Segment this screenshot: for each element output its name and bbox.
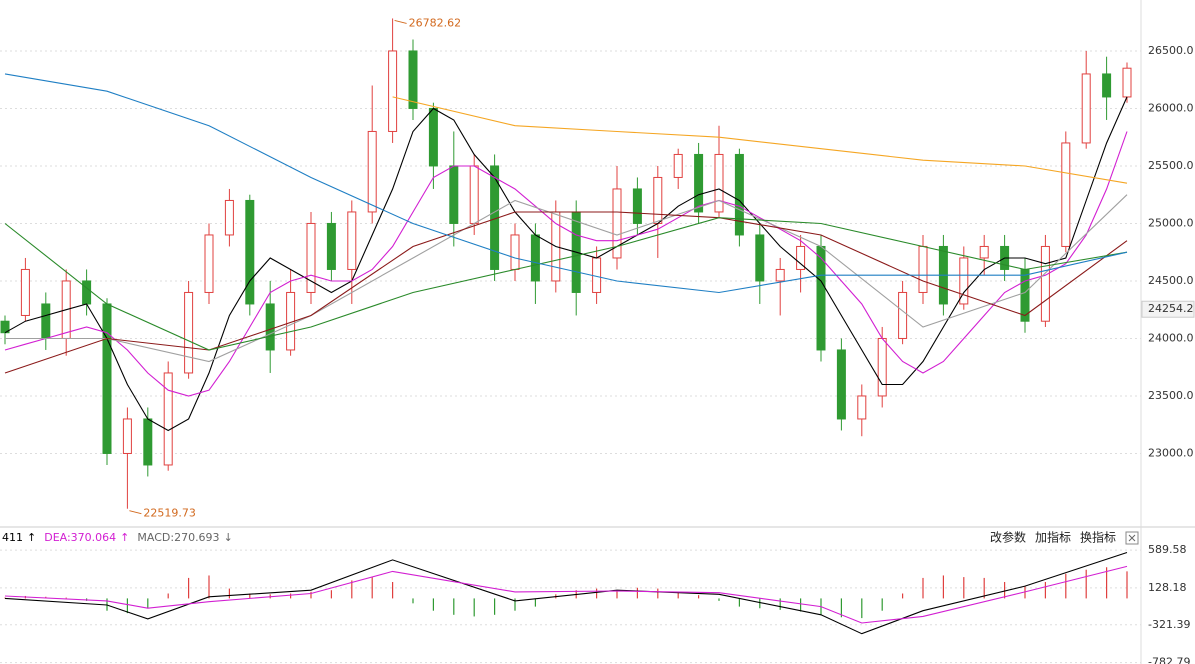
candle-body (408, 50, 418, 109)
last-price-label: 24254.2 (1148, 302, 1194, 315)
candle-body (612, 188, 622, 259)
candle-body (428, 107, 438, 167)
candle-body (306, 222, 316, 293)
close-button[interactable] (1125, 531, 1139, 545)
candle-body (184, 291, 194, 374)
candle-body (326, 222, 336, 270)
candle-body (673, 153, 683, 178)
candle-body (41, 303, 51, 339)
candle-body (836, 349, 846, 420)
candle-body (0, 320, 10, 334)
annotation-label: 26782.62 (409, 16, 462, 29)
candle-body (449, 165, 459, 224)
candle-body (653, 176, 663, 224)
indicator-line (392, 96, 1128, 184)
y-tick-label: 23500.0 (1148, 389, 1194, 402)
y-tick-label: 128.18 (1148, 581, 1187, 594)
indicator-button[interactable]: 加指标 (1035, 530, 1071, 545)
candle-body (775, 268, 785, 282)
candle-body (510, 234, 520, 270)
candle-body (122, 418, 132, 454)
candle-body (979, 245, 989, 259)
candle-body (82, 280, 92, 305)
y-tick-label: 23000.0 (1148, 446, 1194, 459)
candle-body (20, 268, 30, 316)
legend-arrow: ↑ (120, 531, 129, 544)
legend-label: 411 (2, 531, 23, 544)
indicator-button[interactable]: 改参数 (990, 530, 1026, 545)
annotation-arrow (394, 19, 407, 24)
candle-body (163, 372, 173, 466)
candle-body (1081, 73, 1091, 144)
legend-label: MACD:270.693 (137, 531, 219, 544)
candle-body (877, 337, 887, 397)
annotation-label: 22519.73 (143, 507, 196, 520)
y-tick-label: 25500.0 (1148, 159, 1194, 172)
candle-body (469, 165, 479, 224)
candle-body (755, 234, 765, 282)
candle-body (143, 418, 153, 466)
candle-body (204, 234, 214, 293)
indicator-line (4, 131, 1128, 397)
y-tick-label: -321.39 (1148, 618, 1190, 631)
candle-body (388, 50, 398, 132)
candle-body (245, 199, 255, 305)
indicator-button[interactable]: 换指标 (1080, 530, 1116, 545)
y-tick-label: 24000.0 (1148, 331, 1194, 344)
indicator-line (4, 96, 1128, 432)
legend-arrow: ↓ (224, 531, 233, 544)
candle-body (796, 245, 806, 270)
candle-body (1102, 73, 1112, 98)
last-price-box (1141, 300, 1195, 318)
candle-body (1122, 67, 1132, 98)
indicator-line (4, 73, 1128, 294)
legend-label: DEA:370.064 (44, 531, 116, 544)
annotation-arrow (129, 510, 142, 515)
candle-body (694, 153, 704, 213)
candle-body (918, 245, 928, 293)
candle-body (265, 303, 275, 351)
candle-body (347, 211, 357, 270)
indicator-line (4, 565, 1128, 624)
indicator-line (4, 211, 1128, 374)
candle-body (959, 257, 969, 305)
indicator-line (4, 217, 1128, 351)
y-tick-label: 25000.0 (1148, 216, 1194, 229)
candle-body (898, 291, 908, 339)
y-tick-label: -782.79 (1148, 656, 1190, 664)
y-tick-label: 589.58 (1148, 543, 1187, 556)
candle-body (1061, 142, 1071, 247)
candle-body (857, 395, 867, 420)
candle-body (102, 303, 112, 454)
indicator-line (4, 551, 1128, 635)
candle-body (367, 130, 377, 213)
indicator-line (5, 194, 1128, 363)
y-tick-label: 26000.0 (1148, 101, 1194, 114)
candle-body (224, 199, 234, 236)
candle-body (530, 234, 540, 282)
legend-arrow: ↑ (27, 531, 36, 544)
candle-body (1040, 245, 1050, 322)
candle-body (734, 153, 744, 236)
candle-body (632, 188, 642, 224)
candle-body (714, 153, 724, 213)
y-tick-label: 26500.0 (1148, 44, 1194, 57)
y-tick-label: 24500.0 (1148, 274, 1194, 287)
